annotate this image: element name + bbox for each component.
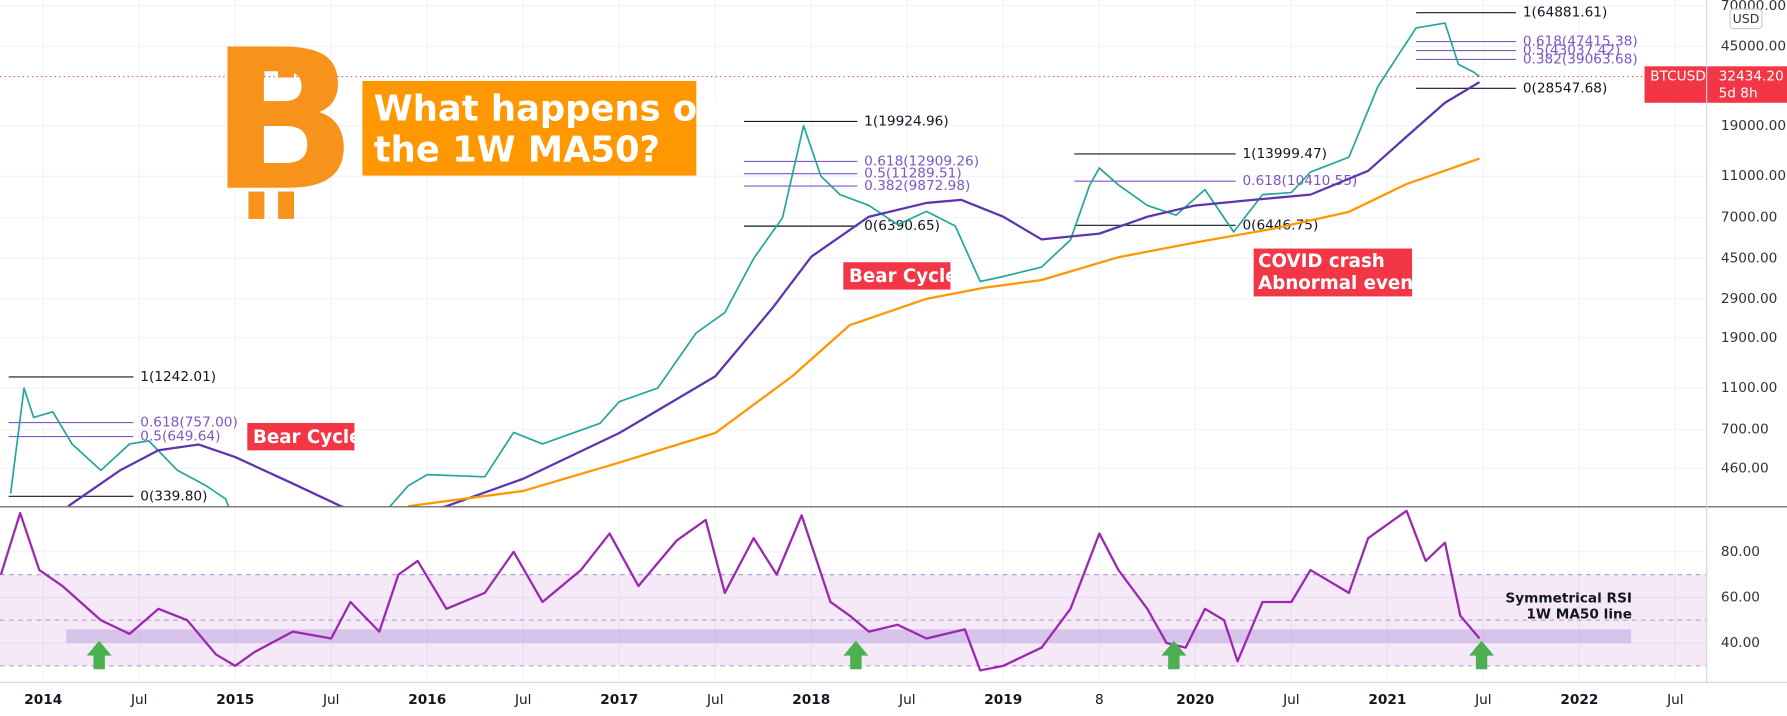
y-tick-label: 1900.00 [1721,330,1777,346]
x-tick-label: 2018 [792,692,830,708]
fib-label: 0.618(12909.26) [864,153,979,169]
annotation-box [1253,248,1413,297]
arrow [843,640,869,670]
y-tick-label: 80.00 [1721,544,1760,560]
y-tick-label: 19000.00 [1721,118,1786,134]
y-tick-label: 45000.00 [1721,38,1786,54]
x-tick-label: 2022 [1560,692,1598,708]
x-tick-label: Jul [706,692,723,708]
arrow [86,640,112,670]
x-tick-label: 2014 [24,692,62,708]
fib-label: 0.5(43037.42) [1523,43,1621,59]
fib-label: 0(339.80) [140,488,207,504]
fib-label: 1(19924.96) [864,113,948,129]
x-tick-label: 2017 [600,692,638,708]
y-tick-label: 2900.00 [1721,291,1777,307]
annotation: Abnormal event [1258,273,1422,294]
y-tick-label: 11000.00 [1721,168,1786,184]
fib-label: 1(1242.01) [140,369,216,385]
x-tick-label: Jul [1474,692,1491,708]
fib-label: 0.618(757.00) [140,415,238,431]
y-tick-label: 4500.00 [1721,250,1777,266]
currency: USD [1733,11,1760,26]
fib-label: 0(28547.68) [1523,80,1607,96]
price-tag [1644,66,1787,103]
fib-label: 0.382(39063.68) [1523,51,1638,67]
annotation-box [247,422,355,451]
logo-letter: B [210,8,358,234]
annotation: Bear Cycle [849,266,957,287]
countdown: 5d 8h [1719,86,1758,102]
y-tick-label: 460.00 [1721,460,1769,476]
series-line [9,22,1481,507]
fib-label: 0.382(9872.98) [864,178,970,194]
fib-label: 0.5(649.64) [140,429,220,445]
annotation: COVID crash [1258,251,1385,272]
x-tick-label: Jul [130,692,147,708]
fib-label: 0.618(10410.55) [1242,173,1357,189]
rsi-note: 1W MA50 line [1526,607,1632,623]
rsi-lines [0,509,1481,672]
x-tick-label: 2016 [408,692,446,708]
x-tick-label: 8 [1095,692,1104,708]
x-tick-label: 2021 [1368,692,1406,708]
price-panel: 1(1242.01) 0.618(757.00)0.5(649.64) 0(339.… [0,5,1707,507]
x-tick-label: 2020 [1176,692,1214,708]
rsi-note: Symmetrical RSI [1505,591,1632,607]
series-line [407,157,1480,507]
x-tick-label: 2015 [216,692,254,708]
annotation: Bear Cycle [253,427,361,448]
x-tick-label: Jul [1666,692,1683,708]
fib-label: 1(13999.47) [1242,146,1326,162]
y-tick-label: 40.00 [1721,635,1760,651]
x-tick-label: 2019 [984,692,1022,708]
headline: the 1W MA50? [374,130,660,171]
bitcoin-logo: B [210,8,358,234]
support-zone [66,629,1632,644]
x-tick-label: Jul [898,692,915,708]
arrow [1469,640,1495,670]
y-tick-label: 1100.00 [1721,380,1777,396]
fib-label: 0(6446.75) [1242,217,1318,233]
symbol: BTCUSD [1650,69,1706,85]
fib-label: 0.618(47415.38) [1523,34,1638,50]
grid [0,0,1707,682]
x-tick-label: Jul [322,692,339,708]
last-price: 32434.20 [1719,69,1784,85]
fib-label: 1(64881.61) [1523,5,1607,21]
y-tick-label: 60.00 [1721,589,1760,605]
y-tick-label: 7000.00 [1721,210,1777,226]
series-line [0,509,1481,672]
headline-box [362,80,697,176]
annotation-box [843,262,951,290]
fib-label: 0(6390.65) [864,218,940,234]
y-tick-label: 700.00 [1721,422,1769,438]
x-tick-label: Jul [514,692,531,708]
fib-label: 0.5(11289.51) [864,166,962,182]
series-line [67,81,1481,507]
headline: What happens on [374,89,723,130]
currency-box [1729,8,1763,30]
arrow [1161,640,1187,670]
x-tick-label: Jul [1282,692,1299,708]
